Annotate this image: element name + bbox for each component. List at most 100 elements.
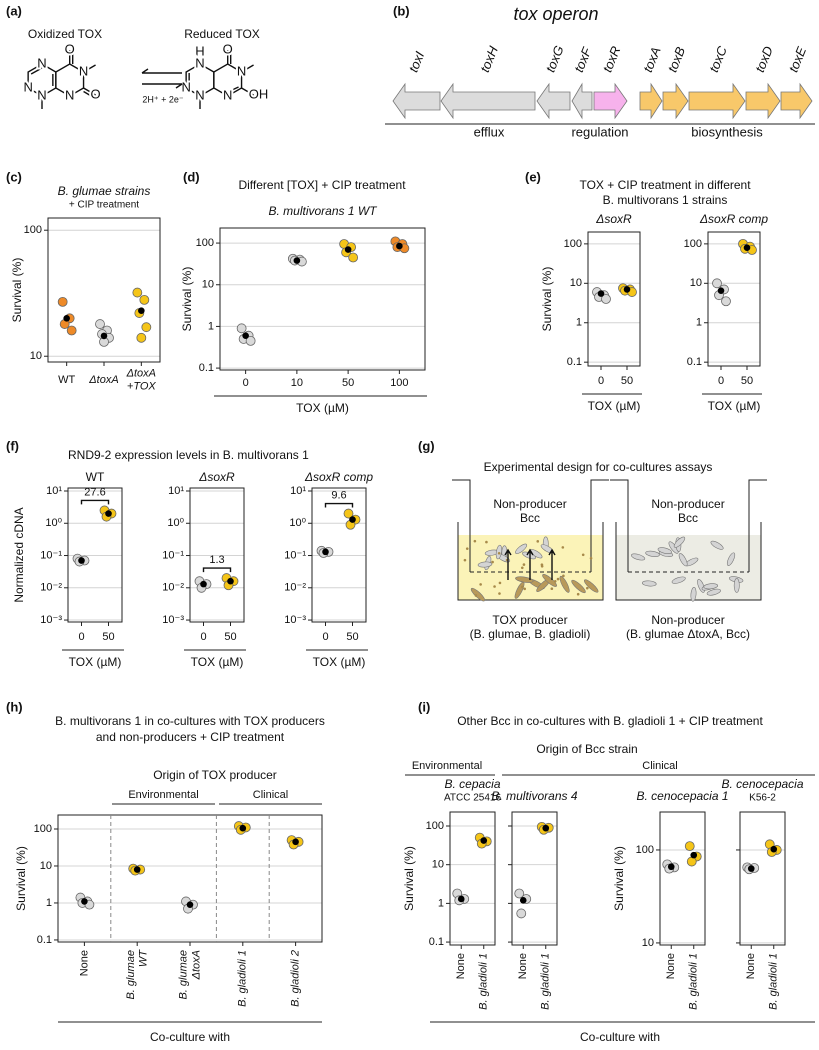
y-axis-label: Survival (%) xyxy=(540,267,554,332)
x-axis-label: TOX (µM) xyxy=(313,655,366,669)
y-tick-label: 10⁻¹ xyxy=(162,549,184,561)
gene-arrow xyxy=(745,82,781,120)
y-tick-label: 10⁻³ xyxy=(40,614,62,626)
x-tick-label: 100 xyxy=(390,377,408,389)
mean-point xyxy=(667,863,675,871)
y-tick-label: 10⁰ xyxy=(45,517,62,529)
mean-point xyxy=(63,314,70,322)
bacterium xyxy=(583,579,599,593)
mean-point xyxy=(396,242,403,250)
panel-title: TOX + CIP treatment in different xyxy=(579,178,751,192)
y-tick-label: 1 xyxy=(438,897,444,909)
x-axis-label: Co-culture with xyxy=(150,1030,230,1044)
atom-label: O xyxy=(90,86,100,101)
panel-title: and non-producers + CIP treatment xyxy=(96,730,285,744)
mean-point xyxy=(81,898,88,905)
data-point xyxy=(686,856,697,867)
medium xyxy=(616,535,761,600)
mean-point xyxy=(322,548,329,556)
bacterium xyxy=(571,579,586,594)
comparison-bracket xyxy=(324,502,354,508)
x-tick-label: 0 xyxy=(718,375,724,387)
atom-label: N xyxy=(195,87,204,102)
bacterium xyxy=(706,588,721,596)
atom-label: N xyxy=(79,63,88,78)
well-label: Non-producer (B. glumae ΔtoxA, Bcc) xyxy=(626,613,750,641)
data-point xyxy=(516,908,527,919)
data-point xyxy=(236,323,247,334)
plot-frame xyxy=(311,487,367,623)
bacterium xyxy=(477,561,493,568)
data-point xyxy=(348,252,359,263)
x-tick-label: B. gladioli 2 xyxy=(290,950,302,1007)
mean-point xyxy=(242,332,249,339)
y-axis-label: Survival (%) xyxy=(612,846,626,911)
plot-frame xyxy=(587,231,641,367)
subplot-title: B. glumae strains xyxy=(58,184,151,198)
x-tick-label: 50 xyxy=(346,631,358,643)
y-tick-label: 100 xyxy=(684,238,702,250)
fold-change-label: 1.3 xyxy=(209,554,224,566)
mean-point xyxy=(227,577,234,585)
y-tick-label: 10⁻¹ xyxy=(284,549,306,561)
fold-change-label: 9.6 xyxy=(331,489,346,501)
gene-arrow xyxy=(392,82,441,120)
atom-label: N xyxy=(223,87,232,102)
data-point xyxy=(132,287,143,298)
plot-frame xyxy=(449,811,496,946)
panel-label: (g) xyxy=(418,438,435,453)
y-tick-label: 10¹ xyxy=(46,485,62,497)
data-point xyxy=(684,841,695,852)
tox-dot xyxy=(520,566,524,570)
x-tick-label: None xyxy=(745,953,757,979)
y-tick-label: 10 xyxy=(690,277,702,289)
well-wall xyxy=(457,522,604,601)
plot-frame xyxy=(511,811,558,946)
subplot-title: K56-2 xyxy=(749,793,776,804)
panel-title: Experimental design for co-cultures assa… xyxy=(484,460,713,474)
tox-dot xyxy=(561,546,565,549)
gene-arrow xyxy=(440,82,536,120)
y-tick-label: 100 xyxy=(564,238,582,250)
tox-dot xyxy=(474,594,478,597)
bacterium xyxy=(703,583,719,590)
tox-dot xyxy=(576,592,580,596)
well-label: TOX producer (B. glumae, B. gladioli) xyxy=(470,613,591,641)
tox-dot xyxy=(479,583,482,586)
bacterium xyxy=(559,575,570,593)
y-tick-label: 0.1 xyxy=(567,356,582,368)
double-bond xyxy=(227,86,239,93)
atom-label: N xyxy=(37,87,46,102)
mean-point xyxy=(133,866,141,873)
group-label: Environmental xyxy=(412,760,482,772)
mean-point xyxy=(690,851,698,859)
gene-arrow xyxy=(688,82,746,120)
y-axis-label: Survival (%) xyxy=(180,267,194,332)
group-label: Environmental xyxy=(128,789,198,801)
mean-point xyxy=(293,257,301,264)
gene-arrow xyxy=(536,82,571,120)
group-header: Origin of TOX producer xyxy=(153,768,277,782)
tox-dot xyxy=(522,563,526,566)
x-tick-label: B. gladioli 1 xyxy=(768,953,780,1010)
panel-label: (f) xyxy=(6,438,19,453)
y-tick-label: 0.1 xyxy=(199,362,214,374)
tox-dot xyxy=(491,560,494,564)
plot-frame xyxy=(67,487,123,623)
x-tick-label: 50 xyxy=(741,375,753,387)
y-tick-label: 10⁻² xyxy=(162,582,184,594)
x-tick-label: 0 xyxy=(78,631,84,643)
x-tick-label: 0 xyxy=(243,377,249,389)
x-tick-label: 10 xyxy=(291,377,303,389)
atom-label: N xyxy=(65,87,74,102)
bacterium xyxy=(726,552,736,566)
mean-point xyxy=(623,286,631,293)
x-tick-label: 0 xyxy=(200,631,206,643)
x-tick-label: None xyxy=(455,953,467,979)
tox-dot xyxy=(581,553,585,557)
mean-point xyxy=(239,824,247,832)
atom-label: O xyxy=(223,41,233,56)
bacterium xyxy=(515,543,528,554)
data-point xyxy=(141,322,152,333)
